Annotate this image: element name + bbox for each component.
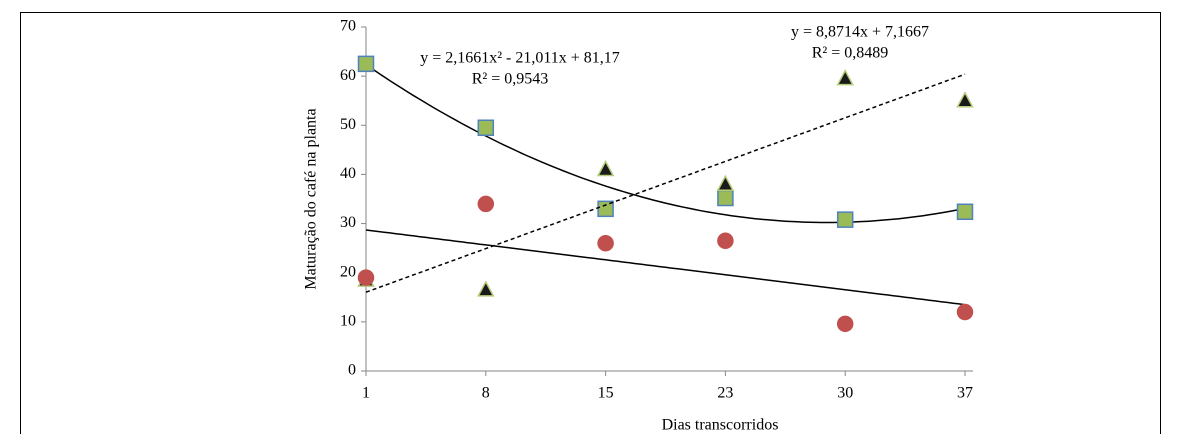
- circle-marker: [477, 195, 495, 213]
- trendline-r2: R² = 0,8489: [812, 45, 889, 62]
- square-marker: [717, 189, 734, 207]
- x-tick-label: 37: [957, 385, 973, 402]
- y-tick-label: 40: [340, 165, 356, 182]
- x-axis-title: Dias transcorridos: [662, 417, 779, 434]
- triangle-marker: [836, 69, 854, 86]
- trendline-equation: y = 8,8714x + 7,1667: [791, 24, 929, 41]
- square-marker: [597, 200, 614, 218]
- y-tick-label: 30: [340, 214, 356, 231]
- trendline: [365, 229, 966, 306]
- circle-marker: [836, 315, 854, 333]
- square-marker: [836, 211, 854, 228]
- circle-marker: [717, 232, 734, 250]
- y-tick-label: 10: [340, 313, 356, 330]
- trendline: [365, 64, 966, 224]
- x-tick-label: 30: [837, 385, 853, 402]
- square-marker: [357, 55, 375, 73]
- x-tick-label: 23: [717, 385, 733, 402]
- trendline: [365, 73, 966, 293]
- square-marker: [477, 119, 495, 136]
- circle-marker: [357, 269, 375, 286]
- y-tick-label: 0: [348, 362, 356, 379]
- x-tick-label: 1: [362, 385, 370, 402]
- circle-marker: [956, 303, 974, 321]
- y-tick-label: 20: [340, 263, 356, 280]
- y-tick-label: 60: [340, 67, 356, 84]
- triangle-marker: [596, 159, 615, 177]
- y-tick-label: 50: [340, 116, 356, 133]
- triangle-marker: [956, 91, 974, 108]
- circle-marker: [597, 234, 614, 252]
- triangle-marker: [716, 174, 735, 192]
- square-marker: [956, 203, 974, 221]
- trendline-r2: R² = 0,9543: [472, 71, 549, 88]
- triangle-marker: [477, 280, 495, 297]
- x-tick-label: 8: [482, 385, 490, 402]
- x-tick-label: 15: [598, 385, 614, 402]
- trendline-equation: y = 2,1661x² - 21,011x + 81,17: [420, 50, 620, 67]
- chart-border: [20, 12, 1161, 434]
- y-axis-title: Maturação do café na planta: [303, 108, 320, 289]
- y-tick-label: 70: [340, 18, 356, 35]
